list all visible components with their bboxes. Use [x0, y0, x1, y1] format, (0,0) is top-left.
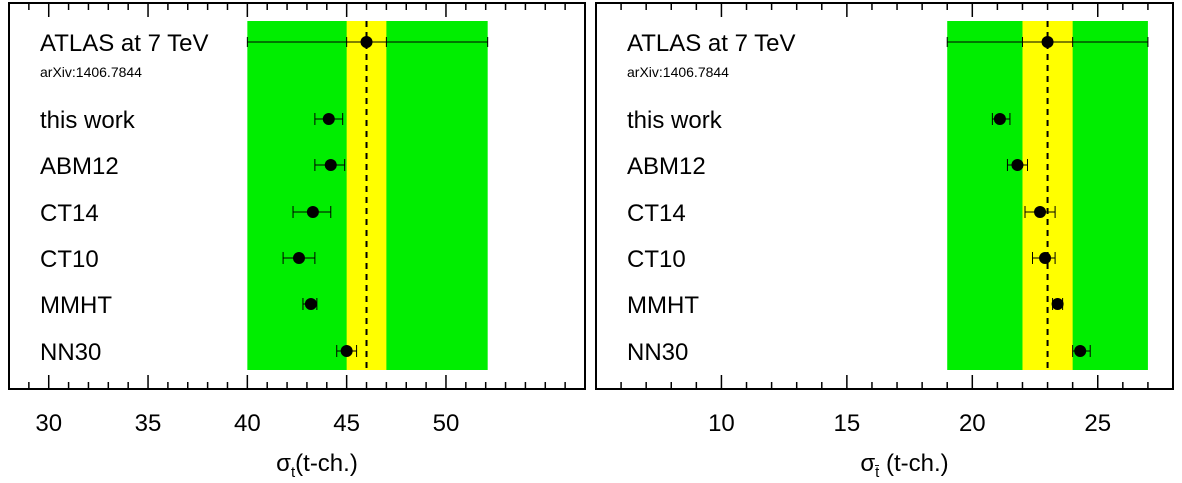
prediction-point	[340, 345, 353, 357]
prediction-point	[1039, 252, 1052, 264]
x-tick-label: 10	[708, 410, 735, 437]
row-label: MMHT	[627, 292, 699, 319]
x-tick-label: 15	[834, 410, 861, 437]
row-label-measurement: ATLAS at 7 TeV	[627, 30, 796, 57]
x-tick-label: 45	[333, 410, 360, 437]
row-label: NN30	[627, 339, 688, 366]
measurement-reference: arXiv:1406.7844	[40, 64, 142, 80]
prediction-point	[993, 113, 1006, 125]
measurement-reference: arXiv:1406.7844	[627, 64, 729, 80]
prediction-point	[324, 159, 337, 171]
measurement-point	[1041, 36, 1054, 48]
row-label: CT10	[627, 246, 686, 273]
prediction-point	[306, 206, 319, 218]
chart-panel-2: 10 15 20 25 σt̄ (t-ch.) ATLAS at 7 TeV arXiv:1…	[595, 2, 1174, 481]
x-tick-label: 35	[135, 410, 162, 437]
x-tick-label: 25	[1084, 410, 1111, 437]
prediction-point	[322, 113, 335, 125]
row-label: CT10	[40, 246, 99, 273]
yellow-band	[1022, 21, 1073, 370]
row-label: CT14	[40, 200, 99, 227]
plot-frame	[595, 2, 1174, 390]
x-axis-label: σt̄ (t-ch.)	[860, 450, 948, 481]
prediction-point	[1011, 159, 1024, 171]
row-label: ABM12	[627, 153, 706, 180]
row-label: this work	[40, 107, 136, 134]
measurement-point	[360, 36, 373, 48]
row-label-measurement: ATLAS at 7 TeV	[40, 30, 209, 57]
row-label: this work	[627, 107, 723, 134]
prediction-point	[1051, 298, 1064, 310]
row-label: CT14	[627, 200, 686, 227]
prediction-point	[304, 298, 317, 310]
yellow-band	[346, 21, 387, 370]
chart-panel-1: 30 35 40 45 50 σt(t-ch.) ATLAS at 7 TeV arXiv:1…	[8, 2, 586, 481]
prediction-point	[292, 252, 305, 264]
row-label: ABM12	[40, 153, 119, 180]
x-tick-label: 50	[433, 410, 460, 437]
x-tick-label: 40	[234, 410, 261, 437]
row-label: MMHT	[40, 292, 112, 319]
x-axis-label: σt(t-ch.)	[276, 450, 358, 481]
prediction-point	[1034, 206, 1047, 218]
plot-frame	[8, 2, 586, 390]
row-label: NN30	[40, 339, 101, 366]
x-tick-label: 30	[35, 410, 62, 437]
x-tick-label: 20	[959, 410, 986, 437]
prediction-point	[1074, 345, 1087, 357]
